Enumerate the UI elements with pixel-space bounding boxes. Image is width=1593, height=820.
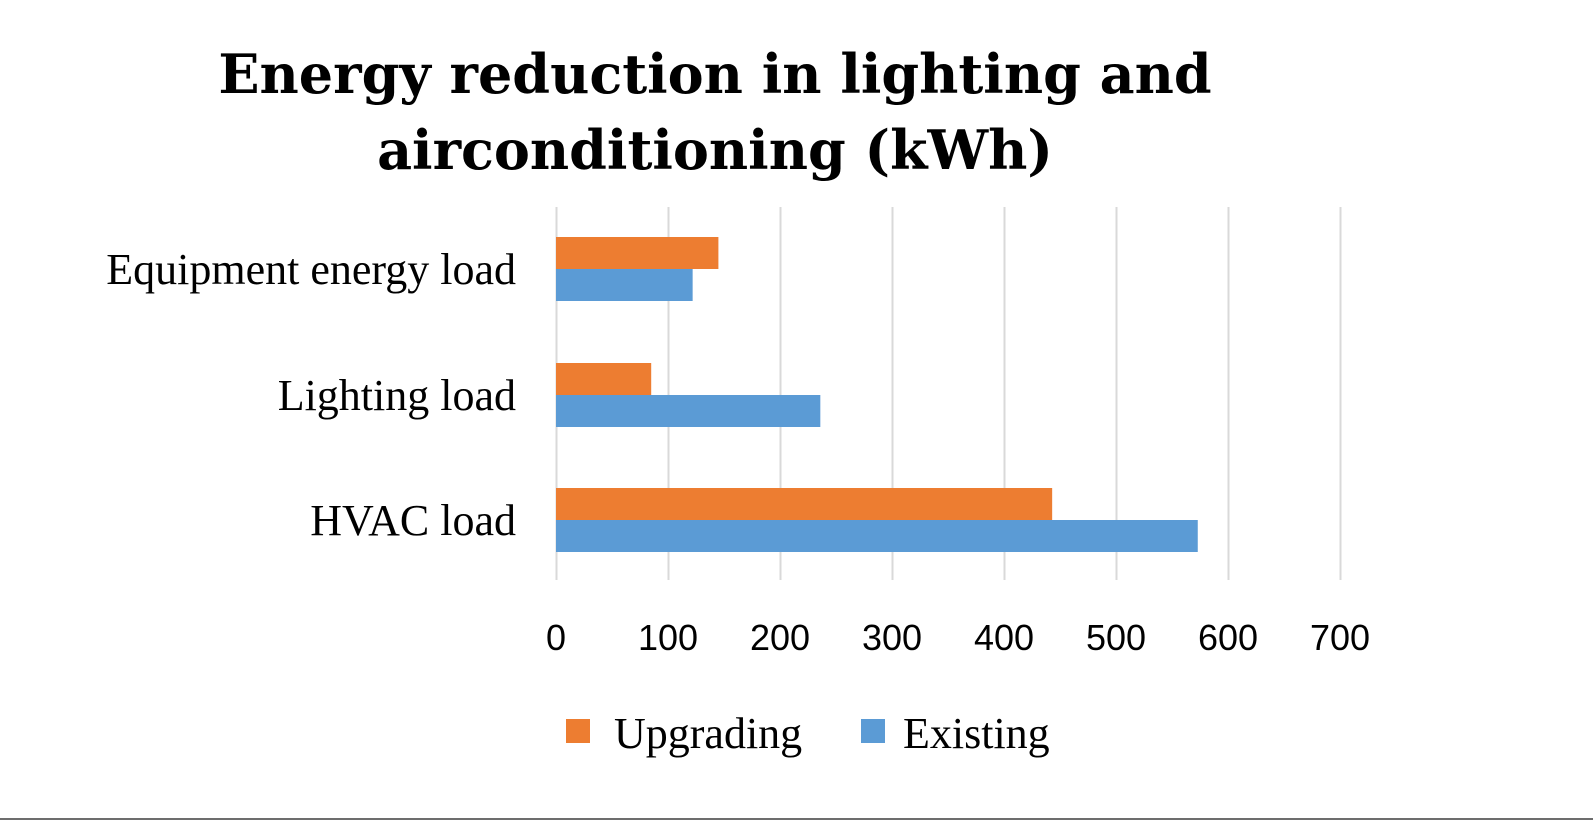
legend-label-upgrading: Upgrading	[614, 709, 802, 758]
bars	[556, 237, 1198, 552]
bar-upgrading-2	[556, 488, 1053, 520]
legend-label-existing: Existing	[903, 709, 1050, 758]
x-tick-label-200: 200	[750, 617, 810, 658]
bar-upgrading-0	[556, 237, 719, 269]
bar-existing-0	[556, 269, 693, 301]
legend-swatch-existing	[861, 719, 885, 743]
category-labels: Equipment energy load Lighting load HVAC l…	[106, 245, 516, 545]
category-label-2: HVAC load	[310, 496, 516, 545]
x-tick-label-400: 400	[974, 617, 1034, 658]
category-label-1: Lighting load	[278, 371, 516, 420]
bar-existing-2	[556, 520, 1198, 552]
page-bottom-rule	[0, 818, 1593, 820]
x-tick-label-0: 0	[546, 617, 566, 658]
chart-title-line-2: airconditioning (kWh)	[377, 118, 1053, 182]
legend-swatch-upgrading	[566, 719, 590, 743]
x-tick-label-500: 500	[1086, 617, 1146, 658]
chart-title: Energy reduction in lighting and aircond…	[0, 36, 1430, 188]
x-tick-label-100: 100	[638, 617, 698, 658]
x-tick-label-300: 300	[862, 617, 922, 658]
bar-upgrading-1	[556, 363, 652, 395]
x-tick-labels: 0 100 200 300 400 500 600 700	[546, 617, 1370, 658]
bar-existing-1	[556, 395, 821, 427]
x-tick-label-600: 600	[1198, 617, 1258, 658]
category-label-0: Equipment energy load	[106, 245, 516, 294]
chart-title-line-1: Energy reduction in lighting and	[218, 42, 1212, 106]
legend: Upgrading Existing	[566, 709, 1050, 758]
x-tick-label-700: 700	[1310, 617, 1370, 658]
